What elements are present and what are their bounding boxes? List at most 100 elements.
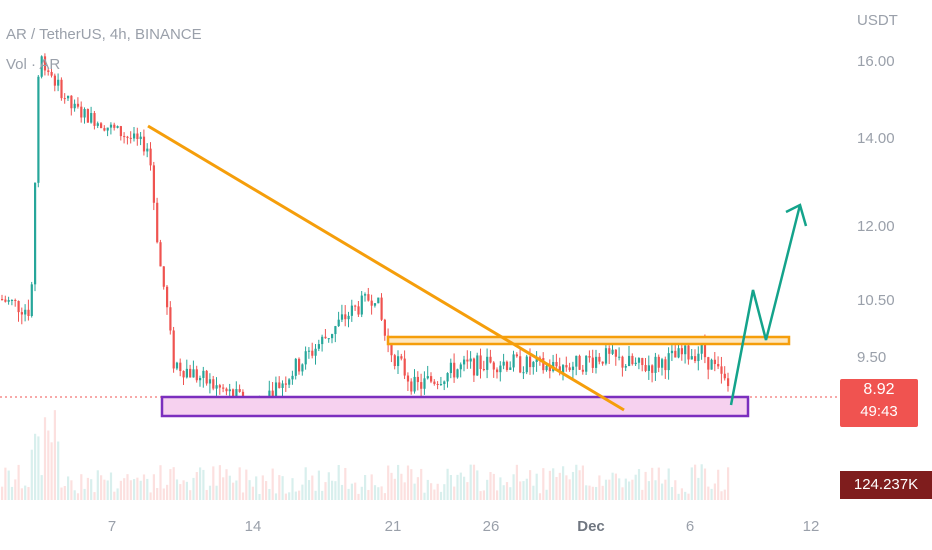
volume-bar — [578, 470, 581, 500]
candle-body — [410, 381, 413, 392]
price-tick-9-50: 9.50 — [857, 349, 886, 366]
candle-body — [492, 362, 495, 370]
volume-bar — [324, 482, 327, 500]
candle-body — [284, 383, 287, 385]
last-price-value: 8.92 — [863, 381, 895, 398]
candle-body — [218, 385, 221, 388]
volume-bar — [70, 480, 73, 500]
volume-bar — [314, 490, 317, 500]
volume-bar — [37, 436, 40, 500]
candle-body — [208, 379, 212, 384]
volume-bar — [535, 473, 538, 500]
volume-bar — [103, 479, 106, 500]
volume-bar — [647, 481, 650, 500]
symbol-title[interactable]: AR / TetherUS, 4h, BINANCE — [6, 26, 202, 43]
candle-body — [119, 126, 122, 137]
candle-body — [123, 136, 126, 138]
volume-bar — [595, 486, 598, 500]
candle-body — [27, 309, 30, 316]
volume-bar — [443, 484, 446, 500]
volume-bar — [301, 484, 304, 500]
candle-body — [575, 355, 578, 367]
volume-bar — [67, 476, 70, 500]
volume-bar — [654, 480, 657, 500]
volume-bar — [439, 491, 443, 500]
volume-bar — [453, 486, 456, 500]
candle-body — [525, 356, 528, 373]
candle-body — [439, 384, 443, 386]
candle-body — [324, 336, 327, 339]
candle-body — [466, 359, 469, 362]
volume-bar — [291, 478, 294, 500]
candle-body — [608, 348, 611, 354]
volume-bar — [86, 477, 89, 500]
volume-bar — [370, 474, 373, 500]
volume-bar — [509, 487, 512, 500]
candle-body — [459, 364, 462, 370]
volume-bar — [562, 466, 565, 500]
volume-bar — [449, 475, 452, 500]
projection-arrow[interactable] — [729, 204, 802, 406]
volume-bar — [109, 472, 113, 500]
volume-bar — [96, 470, 99, 500]
candle-body — [205, 370, 208, 384]
volume-bar — [238, 467, 241, 500]
volume-bar — [459, 472, 462, 500]
volume-bar — [241, 492, 245, 500]
volume-bar — [30, 449, 33, 500]
volume-bar — [377, 487, 380, 500]
volume-bar — [156, 487, 159, 500]
candle-body — [555, 362, 558, 367]
volume-bar — [228, 475, 231, 500]
support-zone[interactable] — [160, 395, 750, 418]
volume-bar — [17, 464, 20, 500]
volume-bar — [436, 483, 439, 500]
volume-bar — [426, 479, 429, 500]
candle-body — [90, 113, 93, 123]
volume-bar — [608, 479, 611, 500]
volume-bar — [116, 488, 119, 500]
volume-bar — [463, 476, 466, 500]
volume-bar — [172, 467, 175, 500]
volume-bar — [618, 478, 621, 500]
volume-indicator-label[interactable]: Vol · AR — [6, 56, 61, 73]
volume-bar — [50, 442, 53, 500]
candle-body — [189, 368, 192, 378]
volume-bar — [334, 481, 337, 500]
candle-body — [1, 299, 4, 300]
time-tick-7: 7 — [108, 518, 116, 535]
volume-bar — [208, 485, 212, 500]
candle-body — [397, 356, 400, 367]
volume-bar — [321, 490, 324, 500]
price-tick-16: 16.00 — [857, 53, 895, 70]
volume-bar — [621, 487, 624, 500]
volume-bar — [479, 491, 482, 500]
volume-bar — [469, 464, 472, 500]
candle-body — [20, 312, 23, 315]
candle-body — [446, 373, 449, 382]
volume-bar — [261, 475, 264, 500]
volume-bars — [1, 410, 730, 500]
volume-bar — [268, 488, 271, 500]
resistance-zone[interactable] — [386, 335, 791, 346]
volume-bar — [347, 488, 350, 500]
volume-bar — [383, 493, 386, 500]
candle-body — [403, 358, 406, 376]
candle-body — [707, 357, 710, 370]
candle-body — [294, 358, 297, 376]
volume-bar — [225, 469, 228, 500]
candle-body — [129, 137, 132, 139]
volume-bar — [410, 469, 413, 500]
candle-body — [14, 300, 17, 302]
volume-bar — [73, 490, 76, 500]
candle-body — [364, 294, 367, 296]
descending-trendline[interactable] — [147, 124, 625, 412]
candle-body — [367, 294, 370, 301]
volume-bar — [558, 472, 561, 500]
candle-body — [96, 123, 99, 126]
candle-body — [212, 379, 215, 389]
volume-bar — [637, 469, 641, 500]
candle-body — [7, 300, 10, 302]
volume-bar — [700, 464, 703, 500]
